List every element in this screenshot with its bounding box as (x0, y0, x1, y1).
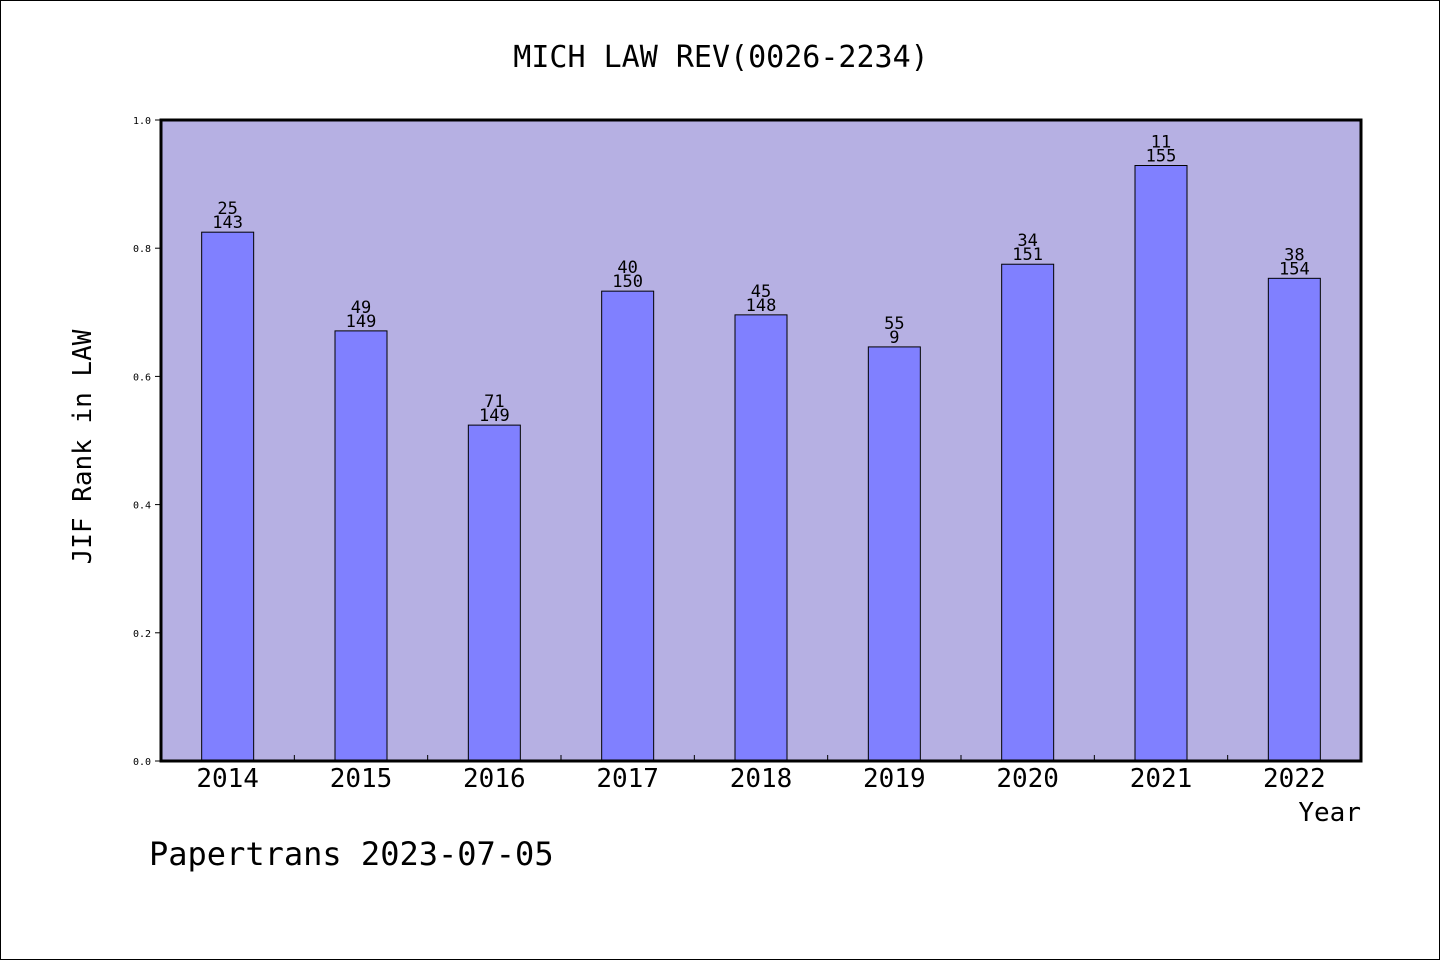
bar-2015 (334, 330, 388, 762)
bar-label-top-2022: 38 (1284, 245, 1304, 265)
y-axis-label: JIF Rank in LAW (68, 329, 98, 564)
chart-title: MICH LAW REV(0026-2234) (513, 40, 928, 75)
bar-label-top-2019: 55 (884, 314, 904, 334)
y-tick-label: 1.0 (133, 116, 151, 127)
bars-group (201, 165, 1321, 762)
x-tick-label: 2020 (996, 764, 1059, 794)
bar-label-bottom-2016: 149 (479, 406, 510, 426)
y-tick-label: 0.4 (133, 501, 151, 512)
bar-label-bottom-2022: 154 (1279, 259, 1310, 279)
x-tick-label: 2014 (196, 764, 259, 794)
x-tick-label: 2017 (596, 764, 659, 794)
x-axis: 2014 2015 2016 2017 2018 2019 2020 2021 2022 (196, 755, 1326, 794)
plot-frame (159, 118, 1363, 763)
bar-label-bottom-2019: 9 (889, 328, 899, 348)
bar-label-bottom-2017: 150 (612, 272, 643, 292)
y-tick-label: 0.2 (133, 629, 151, 640)
y-tick-label: 0.6 (133, 372, 151, 383)
bar-label-bottom-2014: 143 (212, 213, 243, 233)
bar-2016 (467, 424, 521, 762)
x-axis-label: Year (1298, 798, 1361, 828)
bar-2019 (867, 346, 921, 762)
bar-label-top-2020: 34 (1017, 231, 1037, 251)
bar-2021 (1134, 165, 1188, 762)
bar-label-top-2015: 49 (351, 298, 371, 318)
footer-text: Papertrans 2023-07-05 (149, 835, 554, 873)
x-tick-label: 2016 (463, 764, 526, 794)
bar-label-top-2016: 71 (484, 392, 504, 412)
bar-2017 (601, 290, 655, 762)
x-tick-label: 2018 (730, 764, 793, 794)
y-tick-label: 0.8 (133, 244, 151, 255)
bar-label-bottom-2015: 149 (346, 312, 377, 332)
bar-label-top-2017: 40 (617, 258, 637, 278)
x-tick-label: 2015 (330, 764, 393, 794)
y-axis: 0.0 0.2 0.4 0.6 0.8 1.0 (133, 116, 161, 768)
bar-2020 (1001, 263, 1055, 762)
x-tick-label: 2021 (1130, 764, 1193, 794)
bar-2018 (734, 314, 788, 762)
bar-label-bottom-2018: 148 (746, 296, 777, 316)
x-tick-label: 2019 (863, 764, 926, 794)
bar-2022 (1267, 277, 1321, 762)
bar-label-top-2021: 11 (1151, 133, 1171, 153)
bar-label-bottom-2020: 151 (1012, 245, 1043, 265)
bar-label-top-2014: 25 (217, 199, 237, 219)
y-tick-label: 0.0 (133, 757, 151, 768)
bar-label-bottom-2021: 155 (1146, 147, 1177, 167)
bar-label-top-2018: 45 (751, 282, 771, 302)
x-tick-label: 2022 (1263, 764, 1326, 794)
bar-2014 (201, 231, 255, 762)
